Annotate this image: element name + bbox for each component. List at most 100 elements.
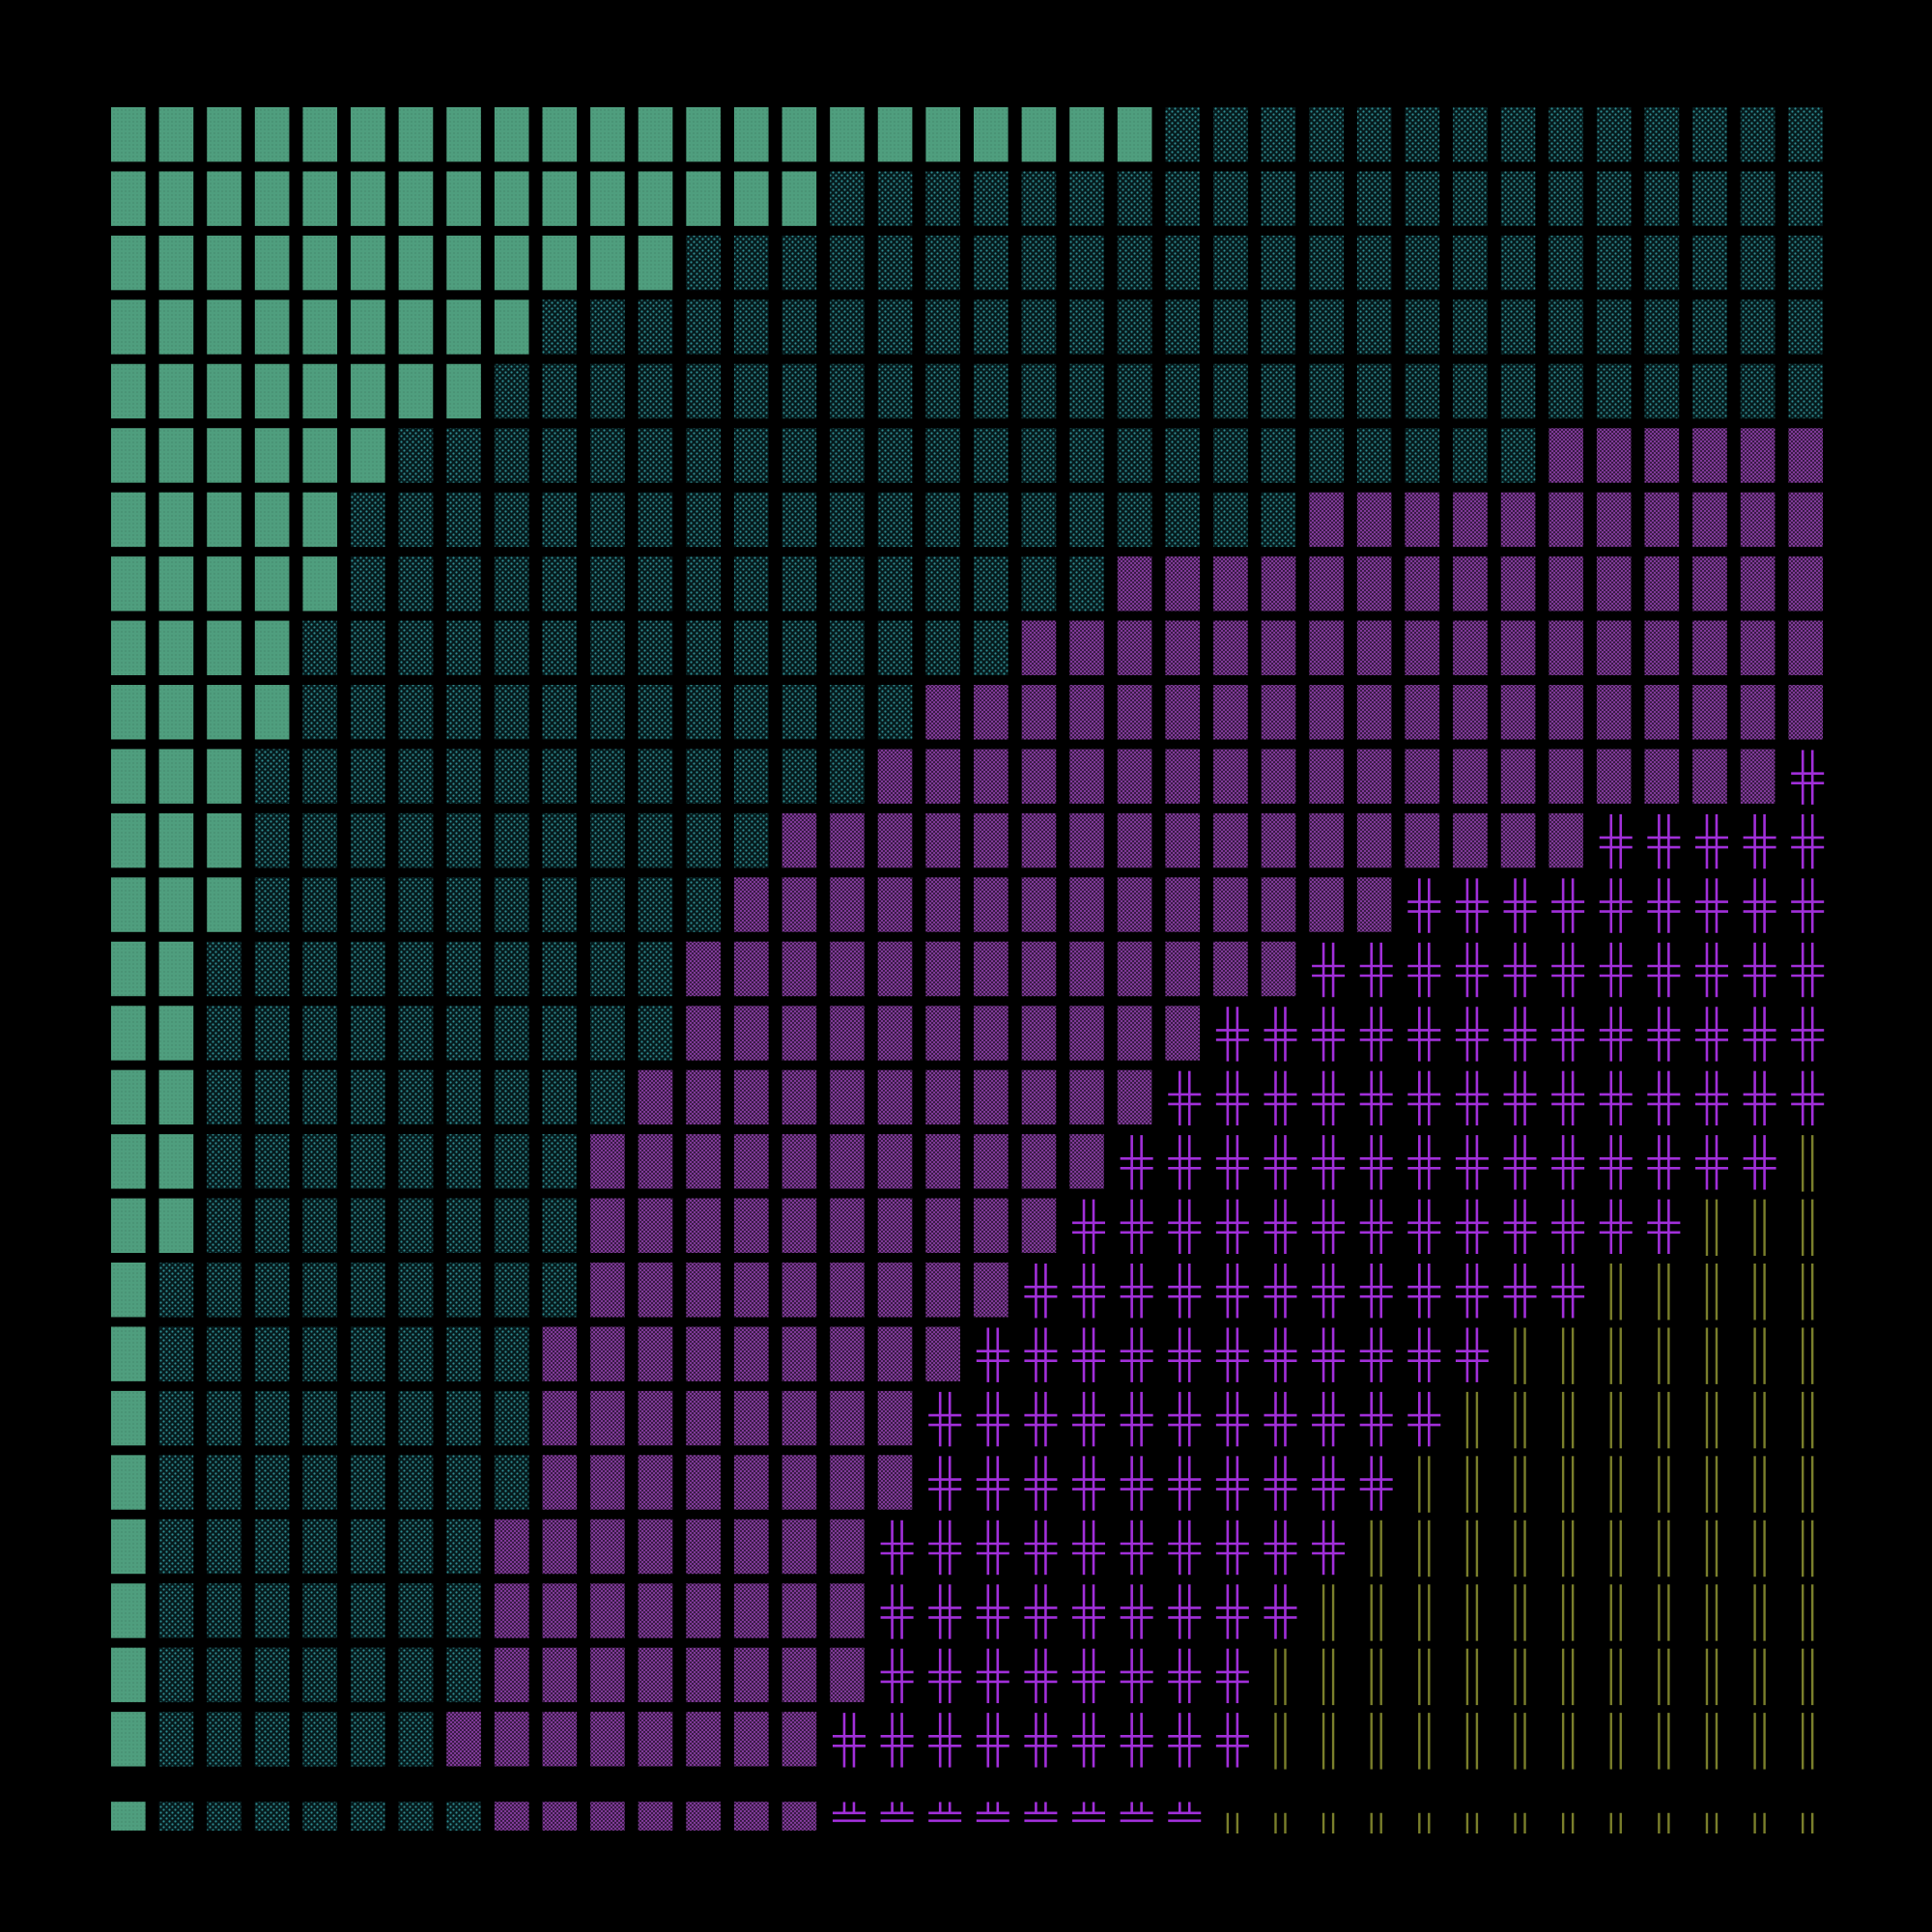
- medium-shade-cell: [1788, 620, 1823, 675]
- dotted-block-cell: [974, 171, 1009, 226]
- medium-shade-cell: [542, 1802, 578, 1831]
- dotted-block-cell: [1261, 363, 1296, 419]
- dotted-block-cell: [494, 363, 529, 419]
- solid-block-cell: [302, 492, 338, 548]
- dotted-block-cell: [494, 941, 529, 997]
- dotted-block-cell: [446, 556, 481, 611]
- box-cross-cell: [1407, 1264, 1441, 1319]
- medium-shade-cell: [1309, 620, 1344, 675]
- dotted-block-cell: [446, 1519, 481, 1575]
- dotted-block-cell: [351, 1647, 385, 1703]
- box-cross-cell: [1168, 1199, 1202, 1254]
- medium-shade-cell: [1356, 620, 1392, 675]
- dotted-block-cell: [1500, 171, 1536, 226]
- medium-shade-cell: [1021, 941, 1057, 997]
- dotted-block-cell: [1788, 107, 1823, 162]
- solid-block-cell: [158, 235, 194, 291]
- box-cross-cell: [1072, 1648, 1106, 1704]
- medium-shade-cell: [733, 941, 769, 997]
- medium-shade-cell: [1356, 492, 1392, 548]
- box-cross-cell: [880, 1713, 914, 1768]
- medium-shade-cell: [733, 1390, 769, 1446]
- dotted-block-cell: [494, 1455, 529, 1510]
- dotted-block-cell: [877, 685, 913, 740]
- medium-shade-cell: [638, 1390, 673, 1446]
- dotted-block-cell: [733, 749, 769, 804]
- double-bar-cell: [1561, 1327, 1575, 1384]
- dotted-block-cell: [207, 1134, 242, 1189]
- medium-shade-cell: [542, 1455, 578, 1510]
- box-cross-cell: [1072, 1456, 1106, 1511]
- box-cross-cell: [1168, 1520, 1202, 1576]
- dotted-block-cell: [302, 941, 338, 997]
- dotted-block-cell: [254, 1134, 290, 1189]
- dotted-block-cell: [781, 556, 817, 611]
- dotted-block-cell: [1596, 107, 1632, 162]
- medium-shade-cell: [686, 1069, 721, 1125]
- medium-shade-cell: [733, 1712, 769, 1767]
- box-cross-cell: [1743, 1135, 1776, 1190]
- dotted-block-cell: [1309, 171, 1344, 226]
- dotted-block-cell: [686, 299, 721, 355]
- dotted-block-cell: [1405, 171, 1440, 226]
- medium-shade-cell: [494, 1647, 529, 1703]
- medium-shade-cell: [686, 1134, 721, 1189]
- medium-shade-cell: [1500, 620, 1536, 675]
- box-cross-cell: [1168, 1713, 1202, 1768]
- box-cross-cell: [1024, 1264, 1058, 1319]
- box-cross-cell: [1551, 1264, 1585, 1319]
- box-cross-cell: [1647, 942, 1681, 998]
- medium-shade-cell: [925, 1134, 960, 1189]
- medium-shade-cell: [1069, 685, 1104, 740]
- medium-shade-cell: [1021, 749, 1057, 804]
- medium-shade-cell: [830, 1455, 865, 1510]
- box-cross-cell: [1215, 1007, 1249, 1062]
- double-bar-cell: [1609, 1391, 1622, 1449]
- medium-shade-cell: [1117, 685, 1152, 740]
- dotted-block-cell: [398, 1802, 434, 1831]
- solid-block-cell: [158, 299, 194, 355]
- box-cross-cell: [1599, 813, 1633, 869]
- dotted-block-cell: [638, 492, 673, 548]
- box-cross-cell: [1647, 813, 1681, 869]
- solid-block-cell: [446, 363, 481, 419]
- dotted-block-cell: [542, 1263, 578, 1318]
- dotted-block-cell: [494, 492, 529, 548]
- dotted-block-cell: [1644, 235, 1680, 291]
- box-cross-cell: [1312, 1456, 1346, 1511]
- dotted-block-cell: [494, 556, 529, 611]
- dotted-block-cell: [542, 812, 578, 868]
- box-cross-cell: [1503, 942, 1537, 998]
- medium-shade-cell: [1788, 556, 1823, 611]
- box-cross-cell: [1215, 1070, 1249, 1126]
- solid-block-cell: [158, 492, 194, 548]
- box-cross-cell: [1168, 1584, 1202, 1639]
- box-cross-cell: [928, 1520, 962, 1576]
- medium-shade-cell: [925, 1069, 960, 1125]
- box-cross-cell: [1359, 1007, 1393, 1062]
- dotted-block-cell: [1213, 235, 1248, 291]
- dotted-block-cell: [302, 1390, 338, 1446]
- box-cross-cell: [1503, 878, 1537, 933]
- dotted-block-cell: [351, 620, 385, 675]
- box-cross-cell: [1599, 878, 1633, 933]
- medium-shade-cell: [1117, 749, 1152, 804]
- double-bar-cell: [1226, 1812, 1239, 1833]
- box-cross-cell: [1215, 1391, 1249, 1447]
- box-cross-cell: [1359, 1391, 1393, 1447]
- medium-shade-cell: [1453, 685, 1488, 740]
- box-cross-cell: [1455, 1135, 1489, 1190]
- solid-block-cell: [158, 941, 194, 997]
- dotted-block-cell: [781, 363, 817, 419]
- dotted-block-cell: [351, 1069, 385, 1125]
- solid-block-cell: [111, 1802, 146, 1831]
- cell-layer: [111, 107, 1825, 1833]
- medium-shade-cell: [1117, 941, 1152, 997]
- solid-block-cell: [351, 235, 385, 291]
- medium-shade-cell: [1548, 492, 1583, 548]
- solid-block-cell: [398, 171, 434, 226]
- double-bar-cell: [1514, 1584, 1526, 1641]
- solid-block-cell: [111, 492, 146, 548]
- solid-block-cell: [158, 556, 194, 611]
- box-cross-cell: [1120, 1327, 1153, 1382]
